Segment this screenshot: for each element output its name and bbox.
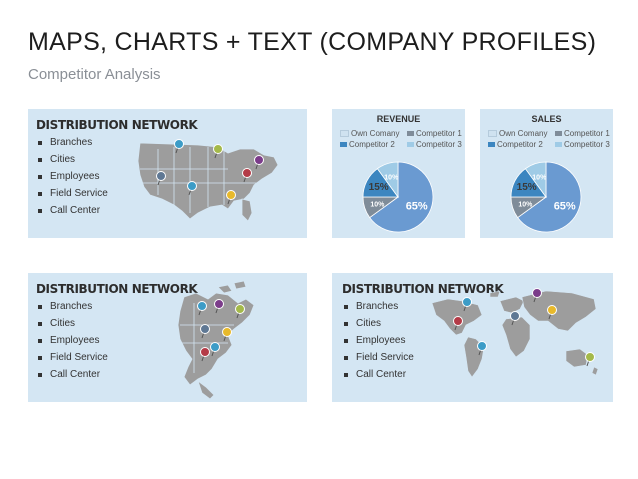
pin-red-icon	[242, 168, 252, 183]
pie-data-label: 65%	[554, 201, 576, 213]
list-item-branches: Branches	[342, 298, 414, 315]
panel-list: Branches Cities Employees Field Service …	[36, 134, 108, 219]
list-item-cities: Cities	[342, 315, 414, 332]
pin-green-icon	[213, 144, 223, 159]
sales-pie: 65%10%15%10%	[510, 161, 582, 233]
pin-teal-icon	[187, 181, 197, 196]
pin-red-icon	[200, 347, 210, 362]
list-item-field-service: Field Service	[36, 349, 108, 366]
list-item-branches: Branches	[36, 134, 108, 151]
list-item-call-center: Call Center	[342, 366, 414, 383]
pin-slate-icon	[156, 171, 166, 186]
legend-item: Own Comany	[340, 129, 399, 138]
list-item-cities: Cities	[36, 315, 108, 332]
world-map	[431, 288, 599, 378]
pin-slate-icon	[200, 324, 210, 339]
sales-chart: SALES Own Comany Competitor 1 Competitor…	[480, 109, 613, 238]
list-item-employees: Employees	[36, 332, 108, 349]
list-item-employees: Employees	[36, 168, 108, 185]
pin-yellow-icon	[226, 190, 236, 205]
page-title: MAPS, CHARTS + TEXT (COMPANY PROFILES)	[28, 28, 597, 56]
legend-item: Competitor 2	[488, 140, 543, 149]
pin-teal-icon	[174, 139, 184, 154]
panel-list: Branches Cities Employees Field Service …	[36, 298, 108, 383]
map-pins-usa	[156, 139, 264, 205]
pin-purple-icon	[214, 299, 224, 314]
pin-teal-icon	[197, 301, 207, 316]
pie-slice-own-company	[517, 161, 582, 233]
panel-title: DISTRIBUTION NETWORK	[36, 118, 198, 132]
pie-slice-own-company	[369, 161, 434, 233]
world-map-shape	[431, 290, 599, 378]
legend-item: Competitor 3	[407, 140, 462, 149]
usa-map	[137, 139, 279, 222]
distribution-panel-north-america: DISTRIBUTION NETWORK Branches Cities Emp…	[28, 273, 307, 402]
legend-item: Competitor 3	[555, 140, 610, 149]
pin-purple-icon	[254, 155, 264, 170]
legend-item: Competitor 2	[340, 140, 395, 149]
legend-item: Competitor 1	[555, 129, 610, 138]
pie-slice-competitor-3	[524, 161, 547, 199]
pin-teal-icon	[477, 341, 487, 356]
pie-data-label: 15%	[517, 182, 537, 193]
distribution-panel-usa: DISTRIBUTION NETWORK Branches Cities Emp…	[28, 109, 307, 238]
pin-green-icon	[235, 304, 245, 319]
pie-data-label: 10%	[518, 202, 533, 209]
pin-purple-icon	[532, 288, 542, 303]
map-pins-world	[453, 288, 595, 367]
pin-red-icon	[453, 316, 463, 331]
legend-item: Competitor 1	[407, 129, 462, 138]
pin-teal-icon	[210, 342, 220, 357]
pie-data-label: 10%	[532, 174, 547, 181]
list-item-field-service: Field Service	[36, 185, 108, 202]
north-america-map	[177, 280, 255, 400]
pin-green-icon	[585, 352, 595, 367]
pie-data-label: 15%	[369, 182, 389, 193]
pin-yellow-icon	[222, 327, 232, 342]
map-pins-north-america	[197, 299, 245, 362]
list-item-employees: Employees	[342, 332, 414, 349]
list-item-branches: Branches	[36, 298, 108, 315]
panel-title: DISTRIBUTION NETWORK	[342, 282, 504, 296]
distribution-panel-world: DISTRIBUTION NETWORK Branches Cities Emp…	[332, 273, 613, 402]
pie-data-label: 10%	[384, 174, 399, 181]
list-item-call-center: Call Center	[36, 366, 108, 383]
revenue-pie: 65%10%15%10%	[362, 161, 434, 233]
pie-data-label: 10%	[370, 202, 385, 209]
revenue-chart: REVENUE Own Comany Competitor 1 Competit…	[332, 109, 465, 238]
list-item-call-center: Call Center	[36, 202, 108, 219]
panel-title: DISTRIBUTION NETWORK	[36, 282, 198, 296]
list-item-cities: Cities	[36, 151, 108, 168]
legend-item: Own Comany	[488, 129, 547, 138]
north-america-map-shape	[177, 280, 255, 400]
pie-data-label: 65%	[406, 201, 428, 213]
chart-title: SALES	[531, 114, 562, 124]
page-subtitle: Competitor Analysis	[28, 66, 161, 83]
panel-list: Branches Cities Employees Field Service …	[342, 298, 414, 383]
list-item-field-service: Field Service	[342, 349, 414, 366]
pin-teal-icon	[462, 297, 472, 312]
pin-slate-icon	[510, 311, 520, 326]
pin-yellow-icon	[547, 305, 557, 320]
chart-title: REVENUE	[376, 114, 421, 124]
pie-slice-competitor-3	[376, 161, 399, 199]
